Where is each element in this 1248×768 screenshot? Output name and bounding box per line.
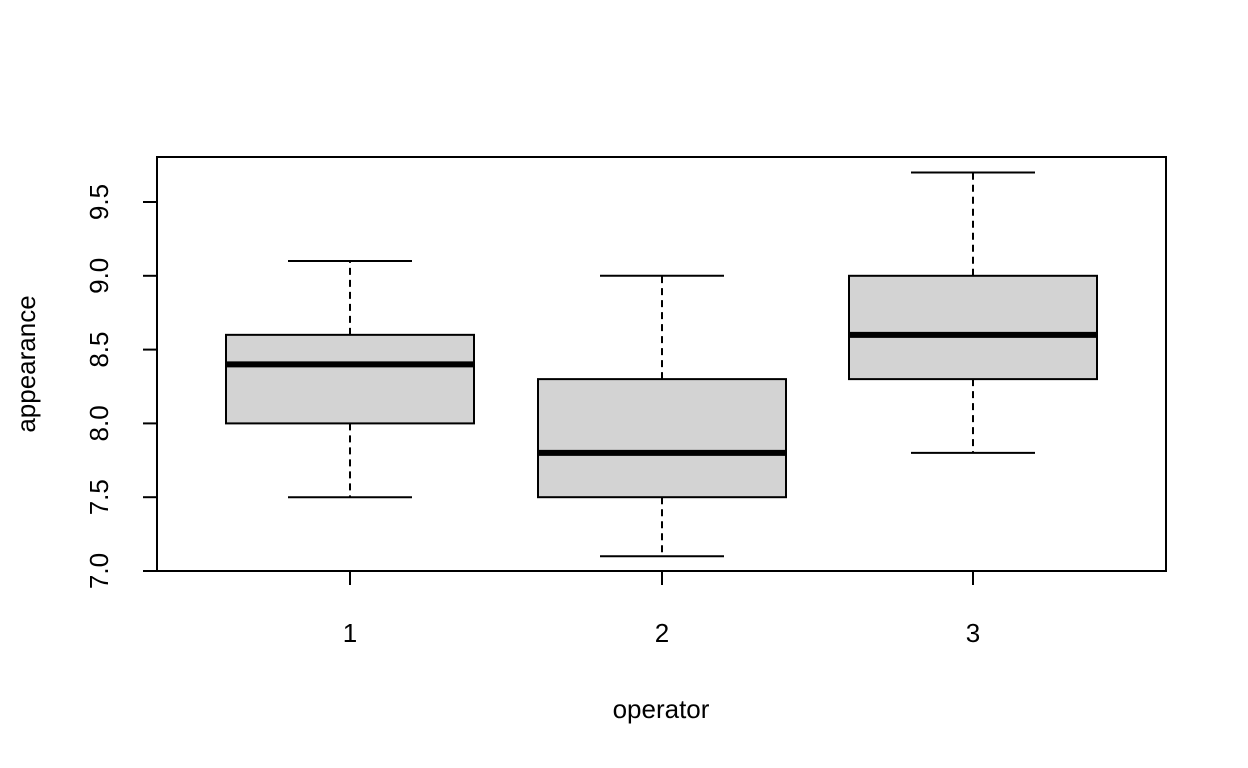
y-axis-label: appearance	[11, 295, 41, 432]
iqr-box	[537, 378, 787, 499]
iqr-box	[225, 333, 475, 425]
y-axis: 7.0 7.5 8.0 8.5 9.0 9.5	[84, 184, 158, 589]
box-3	[848, 171, 1098, 454]
x-tick-label: 3	[966, 618, 980, 648]
y-tick-label: 7.5	[84, 479, 114, 515]
chart-marks	[225, 171, 1098, 558]
y-tick-label: 7.0	[84, 553, 114, 589]
y-tick-label: 9.0	[84, 258, 114, 294]
y-tick-label: 8.0	[84, 405, 114, 441]
x-axis: 1 2 3	[343, 570, 980, 648]
box-1	[225, 260, 475, 499]
box-2	[537, 274, 787, 558]
x-tick-label: 2	[655, 618, 669, 648]
x-axis-label: operator	[613, 694, 710, 724]
y-tick-label: 8.5	[84, 332, 114, 368]
y-tick-label: 9.5	[84, 184, 114, 220]
x-tick-label: 1	[343, 618, 357, 648]
iqr-box	[848, 274, 1098, 381]
